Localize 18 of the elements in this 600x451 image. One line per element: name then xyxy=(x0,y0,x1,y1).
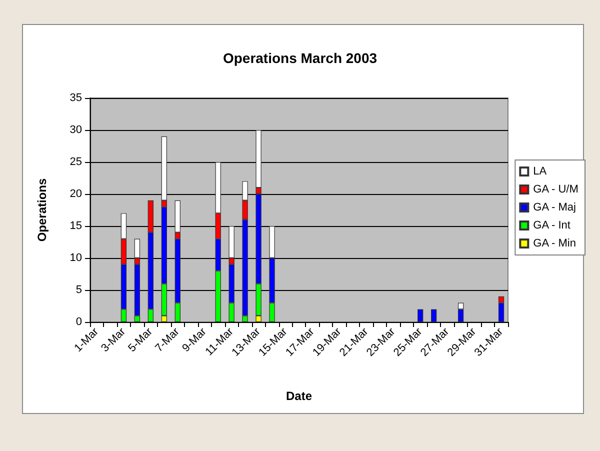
legend-label: LA xyxy=(533,166,548,178)
bar xyxy=(431,309,437,322)
y-tick-label: 20 xyxy=(70,188,82,200)
y-tick-label: 30 xyxy=(70,124,82,136)
y-tick-label: 35 xyxy=(70,92,82,104)
y-axis-title: Operations xyxy=(35,178,49,242)
x-axis-title: Date xyxy=(286,389,312,403)
y-tick-label: 0 xyxy=(76,316,82,328)
chart-title: Operations March 2003 xyxy=(222,50,378,66)
legend-label: GA - Int xyxy=(533,220,570,232)
legend-label: GA - Min xyxy=(533,238,576,250)
bar xyxy=(418,309,424,322)
legend-label: GA - Maj xyxy=(533,202,576,214)
legend-label: GA - U/M xyxy=(533,184,578,196)
y-tick-label: 5 xyxy=(76,284,82,296)
y-tick-label: 10 xyxy=(70,252,82,264)
y-tick-label: 15 xyxy=(70,220,82,232)
y-tick-label: 25 xyxy=(70,156,82,168)
